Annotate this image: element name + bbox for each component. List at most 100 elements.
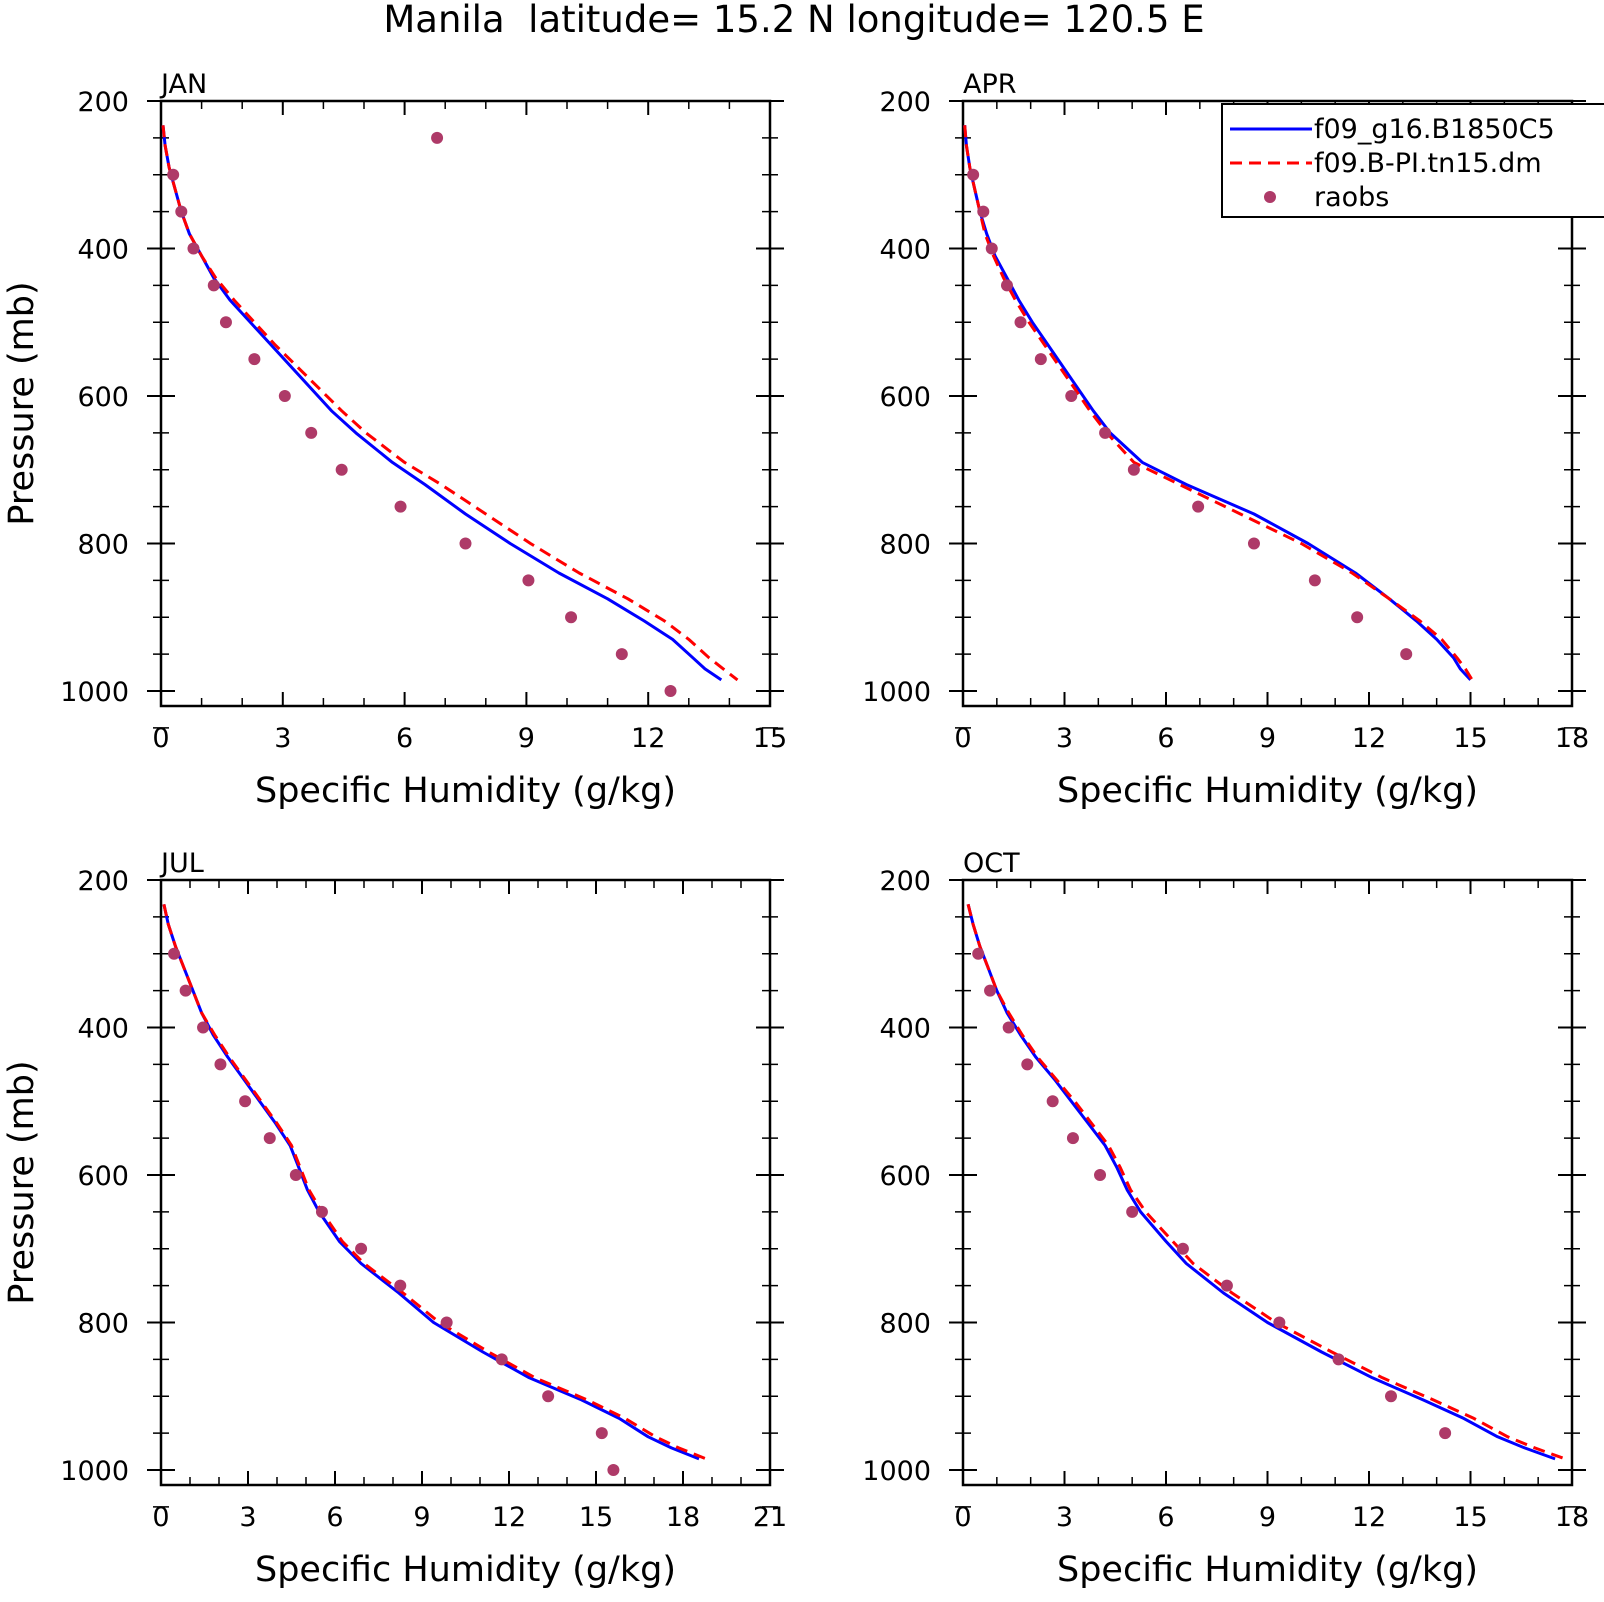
- series-line-model2-oct: [966, 903, 1566, 1461]
- x-axis-label: Specific Humidity (g/kg): [255, 1550, 676, 1590]
- x-tick-label: 9: [518, 723, 535, 754]
- x-tick-label: 12: [631, 723, 665, 754]
- raobs-point: [1046, 1095, 1059, 1108]
- raobs-point: [289, 1169, 302, 1181]
- x-axis-label: Specific Humidity (g/kg): [1057, 1550, 1478, 1590]
- x-axis-label: Specific Humidity (g/kg): [1057, 771, 1478, 811]
- y-tick-label: 600: [879, 382, 931, 413]
- x-tick-label: 0: [152, 723, 169, 754]
- raobs-point: [542, 1390, 555, 1403]
- y-tick-label: 1000: [60, 1456, 129, 1487]
- series-line-model1-jan: [161, 125, 723, 682]
- raobs-point: [1400, 648, 1413, 661]
- raobs-point: [595, 1427, 608, 1440]
- series-line-model1-jul: [162, 903, 700, 1461]
- raobs-point: [1308, 574, 1321, 587]
- y-axis-label: Pressure (mb): [2, 281, 42, 525]
- raobs-point: [1014, 316, 1027, 329]
- x-tick-label: 18: [666, 1502, 700, 1533]
- x-tick-label: 3: [239, 1502, 256, 1533]
- y-tick-label: 200: [879, 87, 931, 118]
- raobs-point: [459, 537, 472, 550]
- raobs-point: [278, 390, 291, 402]
- legend-label-raobs: raobs: [1314, 182, 1389, 213]
- raobs-point: [1126, 1205, 1139, 1218]
- y-tick-label: 600: [77, 1161, 129, 1192]
- y-tick-label: 600: [879, 1161, 931, 1192]
- figure-title: Manila latitude= 15.2 N longitude= 120.5…: [383, 0, 1204, 41]
- raobs-point: [985, 242, 998, 255]
- panel-title-jan: JAN: [159, 69, 207, 100]
- y-tick-label: 200: [77, 87, 129, 118]
- plot-frame-jul: [159, 878, 772, 1487]
- x-tick-label: 6: [326, 1502, 343, 1533]
- raobs-point: [248, 353, 261, 366]
- raobs-point: [607, 1464, 620, 1476]
- y-tick-label: 800: [77, 530, 129, 561]
- raobs-point: [615, 648, 628, 661]
- x-tick-label: 12: [1352, 723, 1386, 754]
- raobs-point: [967, 168, 980, 181]
- raobs-point: [1034, 353, 1047, 366]
- raobs-point: [495, 1353, 508, 1366]
- legend-box: [1221, 103, 1604, 218]
- raobs-point: [167, 168, 180, 181]
- series-line-model2-apr: [963, 125, 1474, 681]
- raobs-point: [394, 500, 407, 513]
- x-tick-label: 15: [1453, 723, 1487, 754]
- panel-title-apr: APR: [963, 69, 1017, 100]
- x-tick-label: 6: [396, 723, 413, 754]
- raobs-point: [168, 947, 181, 960]
- raobs-point: [1176, 1242, 1189, 1255]
- legend-marker-raobs: [1264, 191, 1276, 203]
- raobs-point: [207, 279, 220, 292]
- raobs-point: [664, 685, 677, 697]
- x-tick-label: 0: [152, 1502, 169, 1533]
- raobs-point: [187, 242, 200, 255]
- raobs-point: [1127, 463, 1140, 476]
- y-tick-label: 800: [879, 530, 931, 561]
- y-tick-label: 1000: [60, 677, 129, 708]
- y-tick-label: 200: [77, 866, 129, 897]
- legend: f09_g16.B1850C5 f09.B-PI.tn15.dm raobs: [1221, 103, 1604, 218]
- panel-title-oct: OCT: [963, 848, 1020, 879]
- raobs-point: [335, 463, 348, 476]
- x-tick-label: 9: [413, 1502, 430, 1533]
- raobs-point: [1220, 1279, 1233, 1292]
- raobs-point: [1066, 1132, 1079, 1145]
- raobs-point: [1002, 1021, 1015, 1034]
- legend-label-model2: f09.B-PI.tn15.dm: [1314, 148, 1542, 179]
- raobs-point: [1094, 1169, 1107, 1181]
- x-tick-label: 0: [954, 723, 971, 754]
- raobs-point: [1247, 537, 1260, 550]
- raobs-point: [1384, 1390, 1397, 1403]
- x-tick-label: 6: [1157, 723, 1174, 754]
- x-tick-label: 9: [1259, 1502, 1276, 1533]
- series-line-model1-oct: [966, 903, 1556, 1461]
- x-tick-label: 12: [492, 1502, 526, 1533]
- x-tick-label: 3: [1056, 723, 1073, 754]
- legend-label-model1: f09_g16.B1850C5: [1314, 114, 1555, 145]
- raobs-point: [1273, 1316, 1286, 1329]
- x-tick-label: 6: [1157, 1502, 1174, 1533]
- x-tick-label: 15: [1453, 1502, 1487, 1533]
- x-tick-label: 3: [1056, 1502, 1073, 1533]
- y-tick-label: 800: [77, 1309, 129, 1340]
- raobs-point: [1099, 426, 1112, 439]
- raobs-point: [977, 205, 990, 218]
- raobs-point: [431, 131, 444, 144]
- x-tick-label: 0: [954, 1502, 971, 1533]
- raobs-point: [522, 574, 535, 587]
- raobs-point: [1351, 611, 1364, 624]
- y-tick-label: 1000: [862, 1456, 931, 1487]
- raobs-point: [1065, 390, 1078, 402]
- x-tick-label: 9: [1259, 723, 1276, 754]
- raobs-point: [175, 205, 188, 218]
- raobs-point: [214, 1058, 227, 1071]
- raobs-point: [219, 316, 232, 329]
- raobs-point: [1021, 1058, 1034, 1071]
